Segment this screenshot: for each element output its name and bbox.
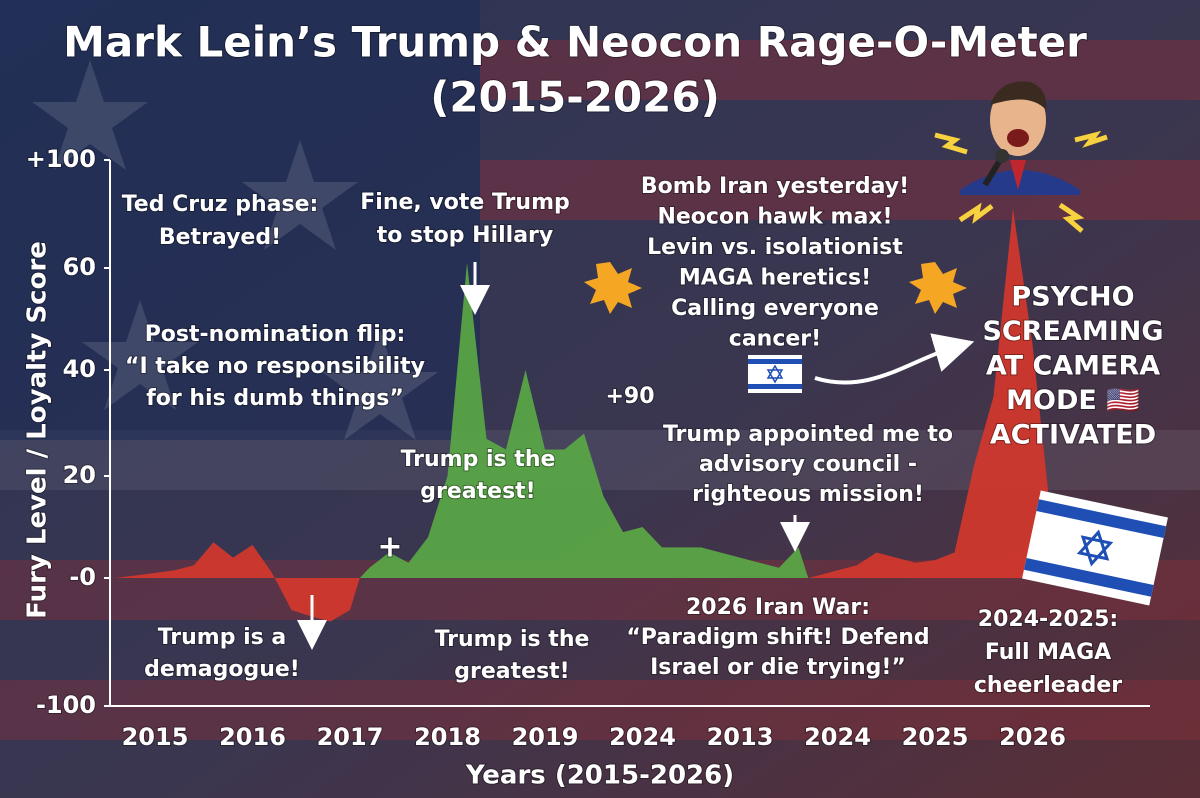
annotation: Levin vs. isolationist (647, 235, 903, 260)
annotation: greatest! (420, 479, 535, 504)
annotation: for his dumb things” (146, 386, 404, 411)
annotation: cheerleader (974, 673, 1122, 698)
chart-title: Mark Lein’s Trump & Neocon Rage-O-Meter (63, 18, 1087, 67)
x-tick-label: 2016 (219, 723, 286, 751)
annotation: Ted Cruz phase: (122, 192, 319, 217)
x-tick-label: 2024 (609, 723, 676, 751)
annotation: Betrayed! (159, 225, 281, 250)
annotation: Trump appointed me to (663, 422, 953, 447)
annotation: + (377, 530, 402, 565)
chart-subtitle: (2015-2026) (430, 73, 720, 122)
annotation: Full MAGA (985, 640, 1111, 665)
annotation: MAGA heretics! (679, 266, 871, 291)
x-tick-label: 2024 (804, 723, 871, 751)
arrow (814, 333, 975, 385)
flag-icon (1022, 490, 1168, 606)
area (116, 542, 360, 622)
annotation: MODE 🇺🇸 (1006, 385, 1140, 416)
x-tick-label: 2026 (999, 723, 1066, 751)
annotation: Trump is a (158, 625, 287, 650)
annotations: Ted Cruz phase: Betrayed! Fine, vote Trump… (121, 173, 1165, 699)
area (808, 208, 1072, 578)
x-tick-label: 2017 (317, 723, 384, 751)
annotation: Fine, vote Trump (360, 190, 570, 215)
area (359, 262, 809, 578)
areas (116, 208, 1072, 622)
annotation: “Paradigm shift! Defend (626, 625, 929, 650)
x-tick-label: 2019 (512, 723, 579, 751)
annotation: PSYCHO (1011, 282, 1134, 313)
annotation: Calling everyone (671, 296, 879, 321)
y-tick-label: -0 (69, 563, 96, 591)
y-tick-label: 40 (63, 355, 96, 383)
annotation: SCREAMING (982, 316, 1163, 347)
x-tick-label: 2015 (122, 723, 189, 751)
annotation: righteous mission! (692, 482, 924, 507)
annotation: demagogue! (144, 657, 300, 682)
annotation: to stop Hillary (377, 223, 554, 248)
y-tick-label: -100 (36, 691, 96, 719)
annotation: Israel or die trying!” (650, 655, 906, 680)
y-tick-label: 20 (63, 461, 96, 489)
x-axis-label: Years (2015-2026) (465, 761, 734, 791)
annotation: ACTIVATED (990, 420, 1156, 451)
annotation: Trump is the (435, 627, 590, 652)
annotation: Trump is the (401, 447, 556, 472)
x-tick-label: 2018 (414, 723, 481, 751)
annotation: Neocon hawk max! (657, 205, 892, 230)
y-tick-label: 60 (63, 253, 96, 281)
annotation: +90 (605, 384, 654, 409)
explosion-icon (584, 262, 967, 314)
x-tick-label: 2025 (902, 723, 969, 751)
annotation: Bomb Iran yesterday! (641, 174, 909, 199)
cartoon-figure (934, 81, 1108, 233)
annotation: greatest! (454, 659, 569, 684)
y-axis-label: Fury Level / Loyalty Score (23, 241, 53, 619)
flag-icon (748, 355, 802, 393)
annotation: “I take no responsibility (125, 354, 425, 379)
annotation: cancer! (729, 327, 821, 352)
annotation: AT CAMERA (986, 351, 1160, 382)
y-tick-label: +100 (26, 145, 96, 173)
annotation: advisory council - (699, 452, 917, 477)
annotation: 2024-2025: (978, 607, 1118, 632)
annotation: Post-nomination flip: (145, 322, 406, 347)
annotation: 2026 Iran War: (686, 595, 870, 620)
x-tick-label: 2013 (707, 723, 774, 751)
